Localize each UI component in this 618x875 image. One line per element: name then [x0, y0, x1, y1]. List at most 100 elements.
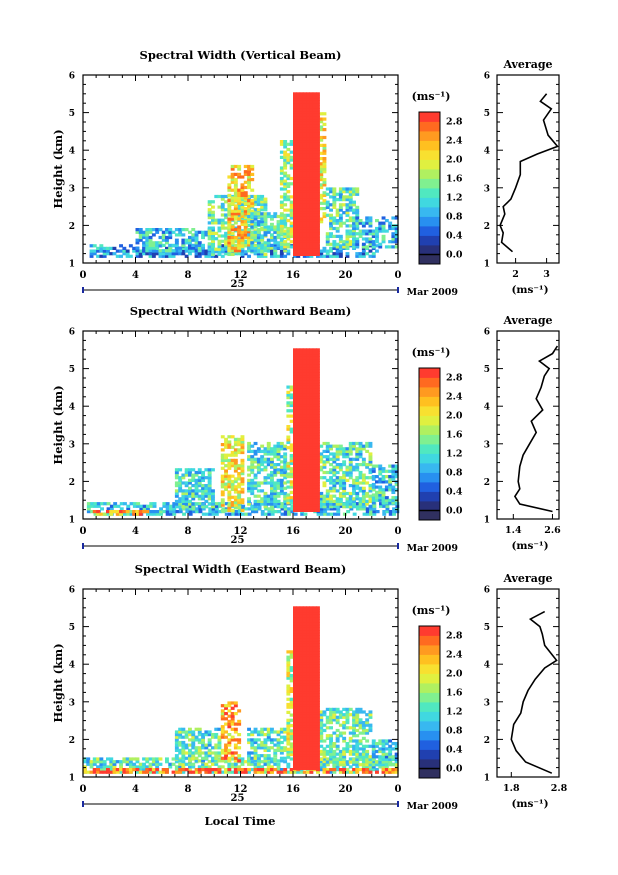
heatmap-cell	[338, 468, 343, 472]
heatmap-cell	[227, 725, 232, 729]
heatmap-cell	[286, 142, 291, 146]
colorbar-swatch	[419, 387, 440, 397]
heatmap-cell	[99, 760, 104, 764]
heatmap-cell	[361, 768, 366, 772]
heatmap-cell	[293, 356, 297, 360]
heatmap-cell	[312, 350, 317, 355]
heatmap-cell	[253, 465, 258, 469]
heatmap-cell	[233, 235, 238, 240]
heatmap-cell	[145, 238, 150, 242]
heatmap-cell	[296, 387, 301, 391]
heatmap-cell	[296, 406, 301, 410]
heatmap-cell	[194, 727, 199, 731]
heatmap-cell	[371, 768, 376, 772]
heatmap-cell	[276, 481, 281, 485]
heatmap-cell	[309, 139, 314, 143]
heatmap-cell	[204, 254, 209, 258]
heatmap-cell	[306, 181, 310, 185]
heatmap-cell	[348, 195, 353, 199]
heatmap-cell	[368, 486, 373, 490]
heatmap-cell	[237, 249, 242, 253]
heatmap-cell	[299, 197, 304, 201]
heatmap-cell	[132, 757, 137, 761]
heatmap-cell	[174, 468, 179, 472]
heatmap-cell	[306, 155, 310, 159]
heatmap-cell	[240, 458, 245, 462]
heatmap-cell	[293, 482, 297, 486]
heatmap-cell	[211, 505, 215, 509]
heatmap-cell	[293, 464, 297, 468]
heatmap-cell	[293, 163, 297, 167]
heatmap-cell	[309, 366, 314, 370]
colorbar-tick-label: 0.8	[446, 212, 463, 223]
heatmap-cell	[279, 195, 284, 199]
heatmap-cell	[184, 756, 189, 760]
heatmap-cell	[299, 379, 304, 384]
heatmap-cell	[322, 214, 327, 219]
heatmap-cell	[230, 445, 235, 449]
heatmap-cell	[237, 740, 242, 745]
heatmap-cell	[319, 468, 324, 472]
heatmap-cell	[96, 510, 100, 514]
heatmap-cell	[230, 252, 235, 256]
heatmap-cell	[319, 217, 324, 221]
heatmap-cell	[345, 208, 350, 212]
heatmap-cell	[211, 242, 215, 246]
heatmap-cell	[122, 249, 127, 253]
heatmap-cell	[312, 152, 317, 156]
heatmap-cell	[329, 489, 333, 493]
heatmap-cell	[139, 507, 144, 511]
heatmap-cell	[296, 129, 301, 133]
heatmap-cell	[148, 765, 153, 769]
heatmap-cell	[306, 102, 310, 106]
heatmap-cell	[381, 240, 386, 244]
heatmap-cell	[214, 735, 219, 739]
heatmap-cell	[106, 246, 110, 250]
heatmap-cell	[158, 254, 163, 258]
heatmap-cell	[250, 460, 255, 464]
heatmap-cell	[302, 385, 307, 389]
heatmap-cell	[358, 476, 363, 480]
heatmap-cell	[250, 172, 255, 176]
heatmap-cell	[312, 102, 317, 106]
heatmap-cell	[237, 757, 242, 761]
heatmap-cell	[152, 512, 157, 516]
heatmap-cell	[230, 714, 235, 718]
heatmap-cell	[289, 501, 294, 505]
heatmap-cell	[250, 178, 255, 182]
heatmap-cell	[296, 408, 301, 412]
heatmap-cell	[378, 477, 383, 481]
heatmap-cell	[322, 760, 327, 764]
heatmap-cell	[342, 187, 347, 191]
heatmap-cell	[296, 100, 301, 104]
heatmap-cell	[161, 233, 166, 237]
heatmap-cell	[256, 249, 261, 253]
heatmap-cell	[273, 473, 278, 477]
heatmap-cell	[174, 489, 179, 493]
heatmap-cell	[316, 495, 320, 499]
heatmap-cell	[316, 123, 320, 128]
heatmap-cell	[260, 502, 265, 506]
heatmap-cell	[322, 249, 327, 253]
heatmap-cell	[214, 194, 219, 199]
heatmap-cell	[122, 757, 127, 761]
heatmap-cell	[220, 485, 225, 489]
heatmap-cell	[293, 400, 297, 405]
heatmap-cell	[207, 231, 212, 235]
heatmap-cell	[279, 232, 284, 236]
heatmap-cell	[263, 252, 268, 256]
heatmap-cell	[302, 429, 307, 434]
heatmap-cell	[293, 512, 298, 516]
heatmap-cell	[230, 209, 235, 213]
heatmap-cell	[302, 223, 307, 228]
heatmap-cell	[309, 237, 314, 241]
heatmap-cell	[299, 147, 304, 151]
heatmap-cell	[296, 118, 301, 122]
heatmap-cell	[338, 254, 343, 258]
heatmap-cell	[361, 242, 366, 246]
heatmap-cell	[296, 385, 301, 389]
heatmap-cell	[287, 510, 291, 514]
heatmap-cell	[302, 424, 307, 428]
heatmap-cell	[227, 482, 232, 486]
heatmap-cell	[312, 358, 317, 362]
